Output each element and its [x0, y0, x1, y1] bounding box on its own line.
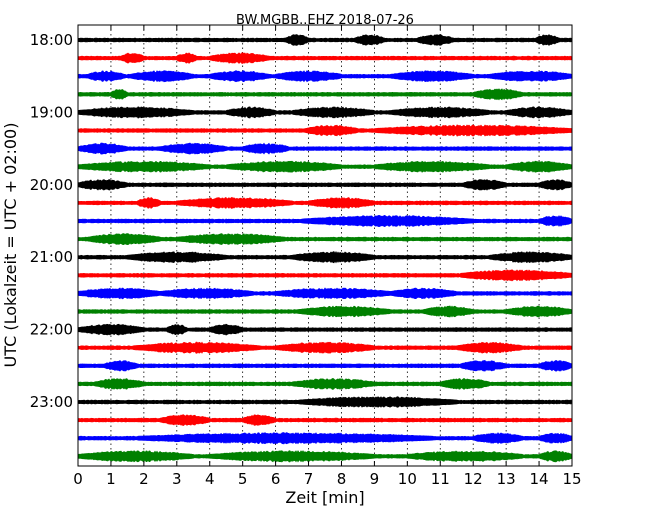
trace [77, 124, 573, 137]
trace-waveform [77, 70, 573, 83]
trace-waveform [77, 233, 573, 246]
plot-frame [77, 24, 573, 467]
y-axis: 18:00 19:00 20:00 21:00 22:00 23:00 [30, 31, 572, 411]
trace [77, 305, 573, 318]
trace-waveform [77, 359, 573, 372]
trace-waveform [77, 377, 573, 390]
trace [77, 178, 573, 191]
x-tick-label: 7 [304, 470, 314, 488]
trace-waveform [77, 414, 573, 427]
trace [77, 359, 573, 372]
x-tick-label: 3 [172, 470, 182, 488]
trace [77, 233, 573, 246]
y-tick-label: 19:00 [30, 103, 73, 121]
trace [77, 33, 573, 47]
trace-waveform [77, 142, 573, 155]
x-tick-label: 4 [205, 470, 215, 488]
trace-waveform [77, 305, 573, 318]
trace [77, 269, 573, 282]
x-axis-label: Zeit [min] [285, 488, 364, 507]
x-tick-label: 10 [398, 470, 417, 488]
x-tick-label: 13 [497, 470, 516, 488]
trace-waveform [77, 341, 573, 354]
x-tick-label: 8 [337, 470, 347, 488]
trace [77, 287, 573, 300]
trace-waveform [77, 287, 573, 300]
trace-waveform [77, 124, 573, 137]
y-tick-label: 21:00 [30, 248, 73, 266]
trace [77, 160, 573, 173]
trace-waveform [77, 196, 573, 210]
y-tick-label: 20:00 [30, 176, 73, 194]
trace [77, 323, 573, 336]
trace [77, 250, 573, 264]
trace-waveform [77, 160, 573, 173]
trace-waveform [77, 323, 573, 336]
trace-waveform [77, 215, 573, 227]
trace-waveform [77, 250, 573, 264]
trace [77, 396, 573, 408]
y-tick-label: 23:00 [30, 393, 73, 411]
trace-waveform [77, 396, 573, 408]
trace [77, 414, 573, 427]
trace-waveform [77, 432, 573, 445]
x-tick-label: 11 [431, 470, 450, 488]
trace [77, 196, 573, 210]
trace [77, 106, 573, 119]
trace [77, 450, 573, 463]
y-tick-label: 18:00 [30, 31, 73, 49]
trace [77, 341, 573, 354]
trace-waveform [77, 450, 573, 463]
y-tick-label: 22:00 [30, 321, 73, 339]
grid [110, 25, 540, 466]
trace [77, 70, 573, 83]
y-axis-label: UTC (Lokalzeit = UTC + 02:00) [1, 123, 20, 368]
traces [77, 33, 573, 463]
trace [77, 88, 573, 101]
trace-waveform [77, 88, 573, 101]
trace [77, 142, 573, 155]
trace-waveform [77, 52, 573, 65]
x-tick-label: 0 [73, 470, 83, 488]
trace-waveform [77, 106, 573, 119]
x-tick-label: 6 [271, 470, 281, 488]
x-tick-label: 14 [530, 470, 549, 488]
trace [77, 52, 573, 65]
x-tick-label: 15 [562, 470, 581, 488]
x-axis: 0 1 2 3 4 5 6 7 8 9 10 11 12 13 14 15 [73, 25, 582, 488]
x-tick-label: 1 [106, 470, 116, 488]
trace-waveform [77, 269, 573, 282]
chart-title: BW.MGBB..EHZ 2018-07-26 [236, 13, 414, 28]
trace-waveform [77, 178, 573, 191]
trace [77, 432, 573, 445]
x-tick-label: 9 [370, 470, 380, 488]
trace-waveform [77, 33, 573, 47]
x-tick-label: 2 [139, 470, 149, 488]
trace [77, 377, 573, 390]
trace [77, 215, 573, 227]
x-tick-label: 12 [464, 470, 483, 488]
x-tick-label: 5 [238, 470, 248, 488]
